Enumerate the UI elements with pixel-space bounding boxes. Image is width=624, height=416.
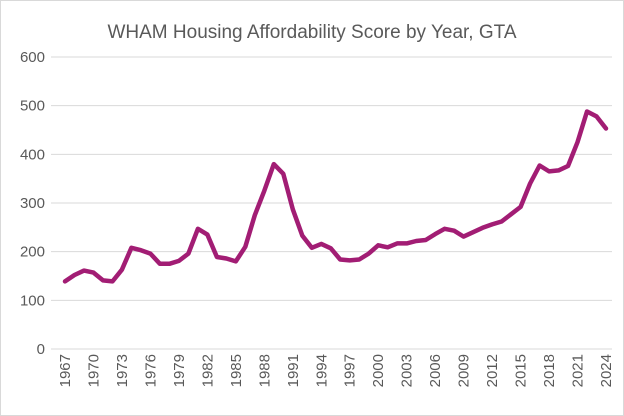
x-tick-label: 2024 [598,354,615,387]
x-tick-label: 2015 [513,354,530,387]
y-tick-label: 0 [37,341,45,358]
x-tick-label: 1970 [85,354,102,387]
x-tick-label: 2006 [427,354,444,387]
y-tick-label: 400 [20,146,45,163]
x-tick-label: 1997 [342,354,359,387]
y-tick-label: 200 [20,244,45,261]
series-line [62,109,609,284]
y-tick-label: 500 [20,98,45,115]
x-tick-label: 1973 [114,354,131,387]
x-tick-label: 1982 [199,354,216,387]
gridlines [51,56,612,350]
x-tick-label: 1979 [171,354,188,387]
y-tick-label: 100 [20,292,45,309]
x-tick-label: 2009 [456,354,473,387]
x-tick-label: 2000 [370,354,387,387]
x-tick-label: 1976 [142,354,159,387]
x-axis-ticks: 1967 1970 1973 1976 1979 1982 1985 1988 1991 1994… [57,354,615,387]
y-tick-label: 600 [20,49,45,66]
data-points [64,111,607,282]
y-tick-label: 300 [20,195,45,212]
x-tick-label: 2021 [570,354,587,387]
x-tick-label: 1988 [256,354,273,387]
x-tick-label: 2012 [484,354,501,387]
x-tick-label: 1967 [57,354,74,387]
x-tick-label: 1991 [285,354,302,387]
x-tick-label: 2003 [399,354,416,387]
chart-title: WHAM Housing Affordability Score by Year… [107,22,516,43]
x-tick-label: 1985 [228,354,245,387]
x-tick-label: 1994 [313,354,330,387]
y-axis-ticks: 0 100 200 300 400 500 600 [20,49,45,358]
x-tick-label: 2018 [541,354,558,387]
